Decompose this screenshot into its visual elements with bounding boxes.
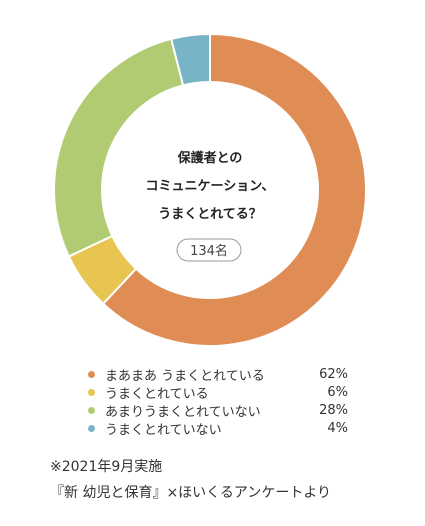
survey-date-note: ※2021年9月実施	[50, 459, 163, 475]
legend-label: まあまあ うまくとれている	[105, 368, 265, 384]
donut-chart: 保護者との コミュニケーション、 うまくとれてる？ 134名	[53, 32, 367, 347]
legend-swatch	[88, 424, 95, 432]
chart-legend: まあまあ うまくとれている 62% うまくとれている 6% あまりうまくとれてい…	[88, 365, 348, 438]
donut-slice-4	[169, 32, 211, 87]
center-title-line-3: うまくとれてる？	[158, 207, 262, 222]
legend-item: あまりうまくとれていない 28%	[88, 401, 348, 420]
legend-item: まあまあ うまくとれている 62%	[88, 365, 348, 384]
legend-label: うまくとれている	[105, 386, 209, 402]
center-title-line-1: 保護者との	[177, 150, 243, 166]
legend-value: 4%	[327, 420, 348, 436]
donut-slices	[53, 32, 367, 347]
legend-label: あまりうまくとれていない	[105, 404, 261, 420]
legend-item: うまくとれていない 4%	[88, 419, 348, 438]
legend-swatch	[88, 406, 95, 414]
center-title: 保護者との コミュニケーション、 うまくとれてる？	[146, 150, 275, 222]
legend-value: 62%	[319, 366, 348, 382]
legend-item: うまくとれている 6%	[88, 383, 348, 402]
legend-value: 6%	[327, 384, 348, 400]
legend-label: うまくとれていない	[105, 422, 222, 438]
survey-source-note: 『新 幼児と保育』×ほいくるアンケートより	[50, 485, 332, 501]
legend-swatch	[88, 370, 95, 378]
respondent-count-badge	[176, 238, 242, 262]
legend-value: 28%	[319, 402, 348, 418]
legend-swatch	[88, 388, 95, 396]
donut-slice-1	[101, 32, 367, 347]
respondent-count: 134名	[190, 243, 228, 259]
center-title-line-2: コミュニケーション、	[146, 179, 275, 194]
donut-slice-3	[53, 37, 185, 258]
